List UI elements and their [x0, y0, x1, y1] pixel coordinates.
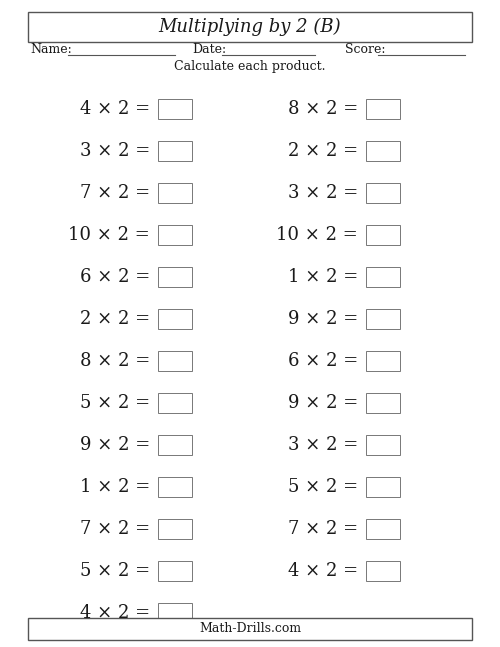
Text: 7 × 2 =: 7 × 2 =	[80, 184, 150, 202]
FancyBboxPatch shape	[366, 183, 400, 203]
Text: 5 × 2 =: 5 × 2 =	[288, 478, 358, 496]
Text: 6 × 2 =: 6 × 2 =	[80, 268, 150, 286]
Text: 4 × 2 =: 4 × 2 =	[80, 100, 150, 118]
FancyBboxPatch shape	[158, 603, 192, 623]
Text: 9 × 2 =: 9 × 2 =	[288, 310, 358, 328]
FancyBboxPatch shape	[366, 225, 400, 245]
Text: 6 × 2 =: 6 × 2 =	[288, 352, 358, 370]
FancyBboxPatch shape	[158, 435, 192, 455]
FancyBboxPatch shape	[158, 561, 192, 581]
FancyBboxPatch shape	[158, 351, 192, 371]
FancyBboxPatch shape	[158, 225, 192, 245]
Text: 1 × 2 =: 1 × 2 =	[288, 268, 358, 286]
Text: Score:: Score:	[345, 43, 386, 56]
FancyBboxPatch shape	[158, 477, 192, 497]
FancyBboxPatch shape	[158, 99, 192, 119]
Text: 7 × 2 =: 7 × 2 =	[80, 520, 150, 538]
Text: 4 × 2 =: 4 × 2 =	[80, 604, 150, 622]
FancyBboxPatch shape	[366, 477, 400, 497]
FancyBboxPatch shape	[366, 351, 400, 371]
Text: 1 × 2 =: 1 × 2 =	[80, 478, 150, 496]
FancyBboxPatch shape	[158, 309, 192, 329]
FancyBboxPatch shape	[366, 435, 400, 455]
Text: 8 × 2 =: 8 × 2 =	[288, 100, 358, 118]
Text: 3 × 2 =: 3 × 2 =	[288, 436, 358, 454]
FancyBboxPatch shape	[158, 183, 192, 203]
Text: 2 × 2 =: 2 × 2 =	[288, 142, 358, 160]
FancyBboxPatch shape	[366, 561, 400, 581]
Text: Math-Drills.com: Math-Drills.com	[199, 622, 301, 635]
FancyBboxPatch shape	[366, 99, 400, 119]
Text: 9 × 2 =: 9 × 2 =	[288, 394, 358, 412]
FancyBboxPatch shape	[366, 309, 400, 329]
Text: 3 × 2 =: 3 × 2 =	[288, 184, 358, 202]
FancyBboxPatch shape	[158, 393, 192, 413]
Text: 10 × 2 =: 10 × 2 =	[276, 226, 358, 244]
FancyBboxPatch shape	[366, 519, 400, 539]
Text: 10 × 2 =: 10 × 2 =	[68, 226, 150, 244]
FancyBboxPatch shape	[158, 519, 192, 539]
Text: Name:: Name:	[30, 43, 72, 56]
Text: Date:: Date:	[192, 43, 226, 56]
Text: 7 × 2 =: 7 × 2 =	[288, 520, 358, 538]
Text: 4 × 2 =: 4 × 2 =	[288, 562, 358, 580]
FancyBboxPatch shape	[28, 12, 472, 42]
Text: 3 × 2 =: 3 × 2 =	[80, 142, 150, 160]
Text: 5 × 2 =: 5 × 2 =	[80, 562, 150, 580]
Text: 5 × 2 =: 5 × 2 =	[80, 394, 150, 412]
FancyBboxPatch shape	[28, 618, 472, 640]
FancyBboxPatch shape	[366, 393, 400, 413]
FancyBboxPatch shape	[366, 141, 400, 161]
Text: Calculate each product.: Calculate each product.	[174, 60, 326, 73]
Text: Multiplying by 2 (B): Multiplying by 2 (B)	[158, 18, 342, 36]
Text: 8 × 2 =: 8 × 2 =	[80, 352, 150, 370]
FancyBboxPatch shape	[158, 267, 192, 287]
Text: 2 × 2 =: 2 × 2 =	[80, 310, 150, 328]
FancyBboxPatch shape	[366, 267, 400, 287]
Text: 9 × 2 =: 9 × 2 =	[80, 436, 150, 454]
FancyBboxPatch shape	[158, 141, 192, 161]
